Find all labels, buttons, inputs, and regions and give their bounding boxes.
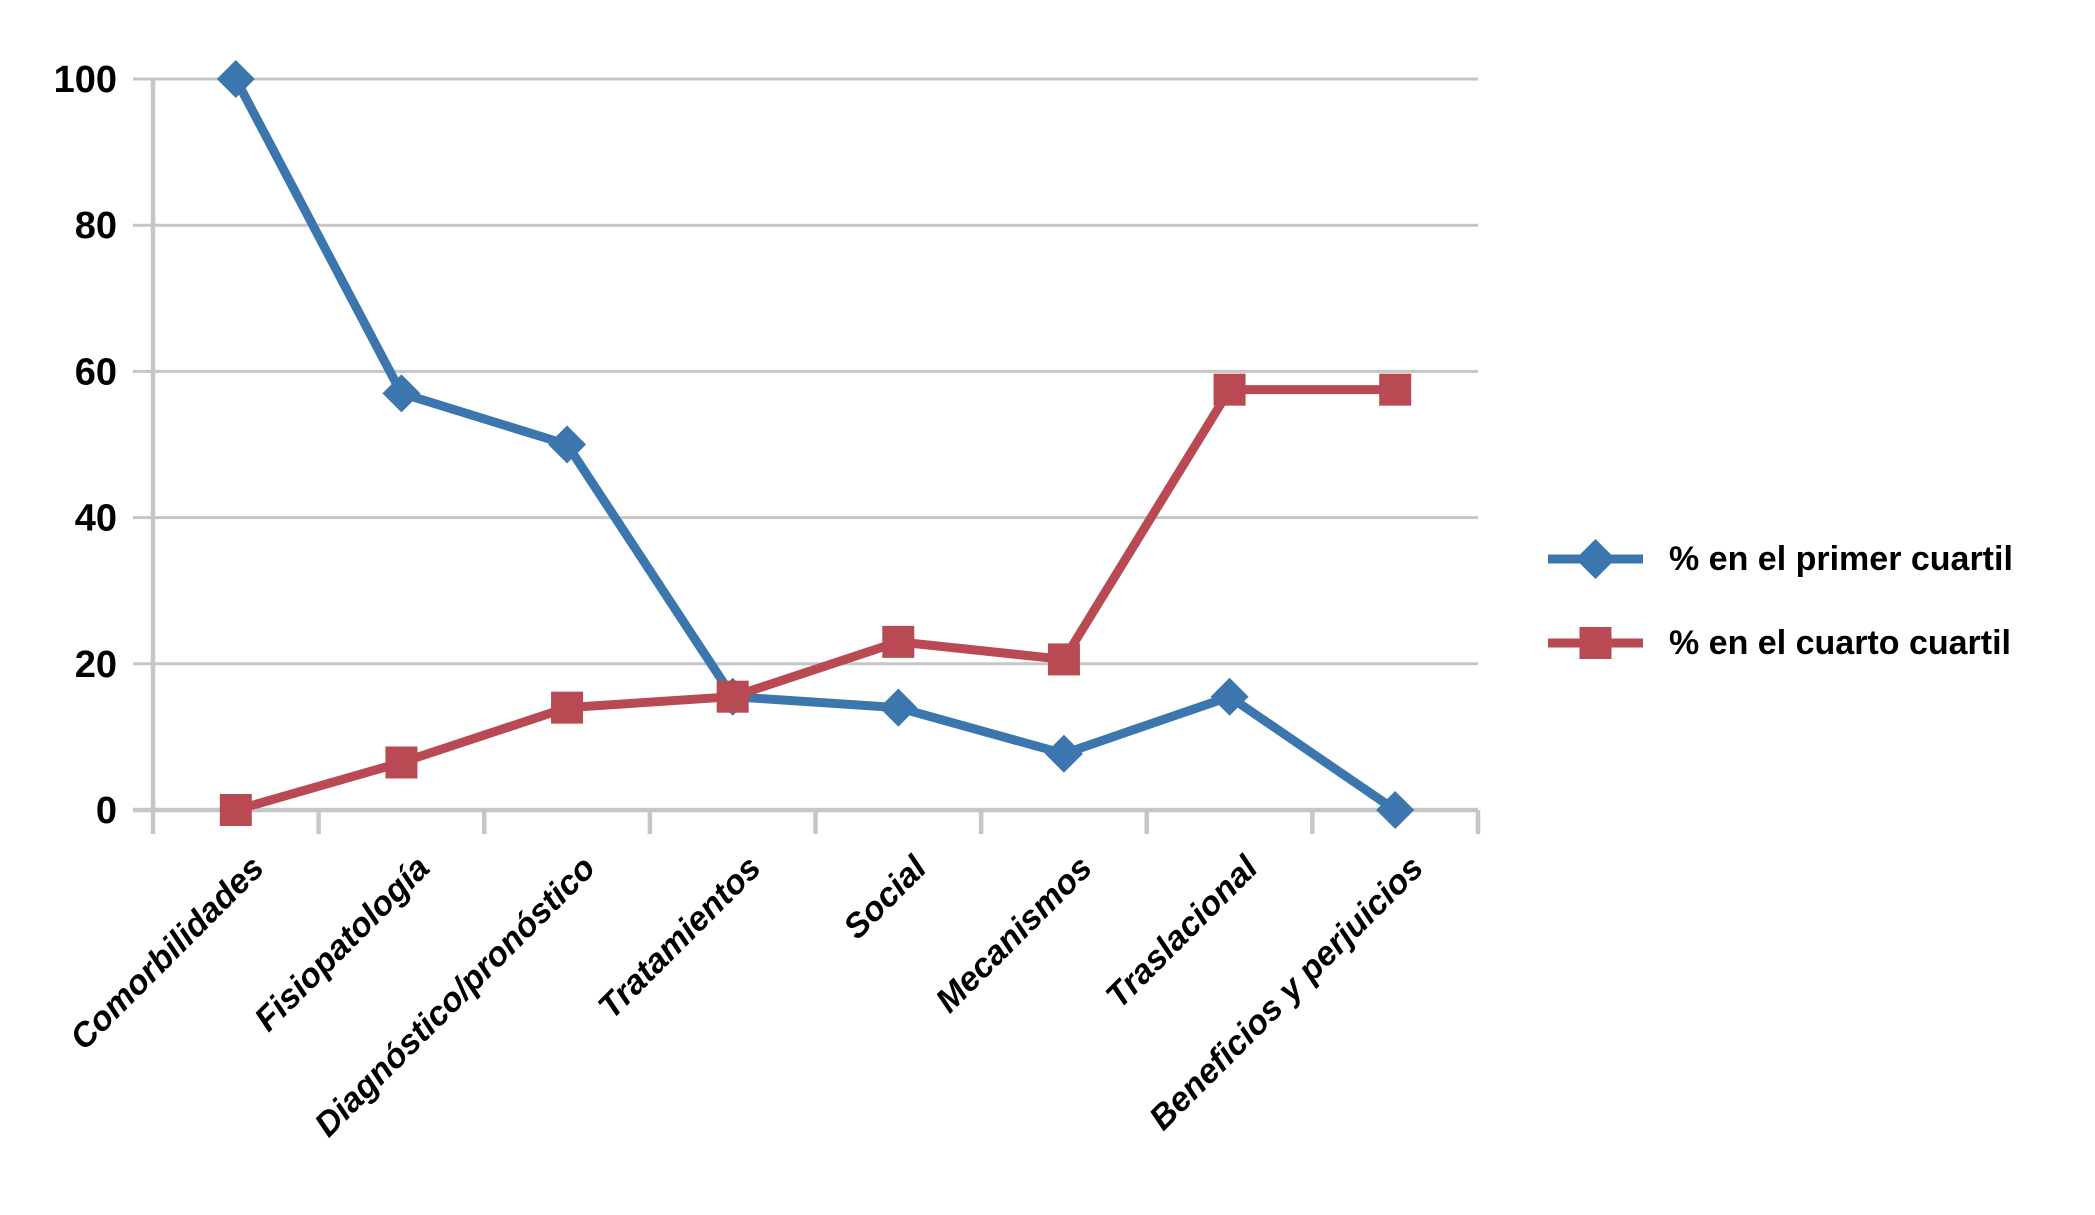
data-point-diamond (216, 60, 255, 98)
y-axis-tick-label-100: 100 (54, 59, 117, 101)
data-point-diamond (1044, 734, 1083, 773)
y-axis-tick-label-60: 60 (75, 351, 117, 393)
x-axis-label: Social (836, 848, 935, 947)
x-axis-label: Fisiopatología (247, 849, 437, 1039)
data-point-diamond (879, 688, 918, 727)
data-point-square (716, 680, 749, 713)
legend-item-primer-cuartil: % en el primer cuartil (1548, 537, 2013, 581)
data-point-diamond (1210, 677, 1249, 716)
y-axis-tick-label-20: 20 (75, 644, 117, 686)
legend-item-cuarto-cuartil: % en el cuarto cuartil (1548, 621, 2013, 665)
legend-diamond-marker-icon (1548, 539, 1643, 579)
data-point-square (219, 794, 252, 826)
y-axis-tick-label-80: 80 (75, 205, 117, 247)
series-line-2 (234, 385, 1396, 815)
data-point-square (882, 625, 915, 658)
data-point-square (1213, 373, 1246, 406)
data-point-diamond (382, 374, 421, 413)
series-line-1 (231, 76, 1398, 814)
legend-square-marker-icon (1548, 627, 1643, 659)
x-axis-label: Traslacional (1098, 848, 1266, 1016)
legend: % en el primer cuartil % en el cuarto cu… (1548, 537, 2013, 665)
x-axis-label: Diagnóstico/pronóstico (307, 849, 602, 1144)
y-axis-tick-label-40: 40 (75, 498, 117, 540)
legend-label-primer-cuartil: % en el primer cuartil (1669, 539, 2013, 578)
y-axis-tick-label-0: 0 (96, 790, 117, 832)
legend-label-cuarto-cuartil: % en el cuarto cuartil (1669, 623, 2011, 662)
x-axis-label: Comorbilidades (63, 849, 272, 1058)
data-point-square (551, 691, 584, 724)
data-point-square (385, 746, 418, 779)
x-axis-label: Tratamientos (591, 849, 768, 1026)
data-point-diamond (548, 425, 587, 464)
x-axis-label: Mecanismos (928, 849, 1099, 1020)
data-point-square (1047, 643, 1080, 676)
data-point-diamond (1376, 791, 1415, 829)
data-point-square (1379, 373, 1412, 406)
x-axis-label: Beneficios y perjuicios (1142, 849, 1431, 1138)
